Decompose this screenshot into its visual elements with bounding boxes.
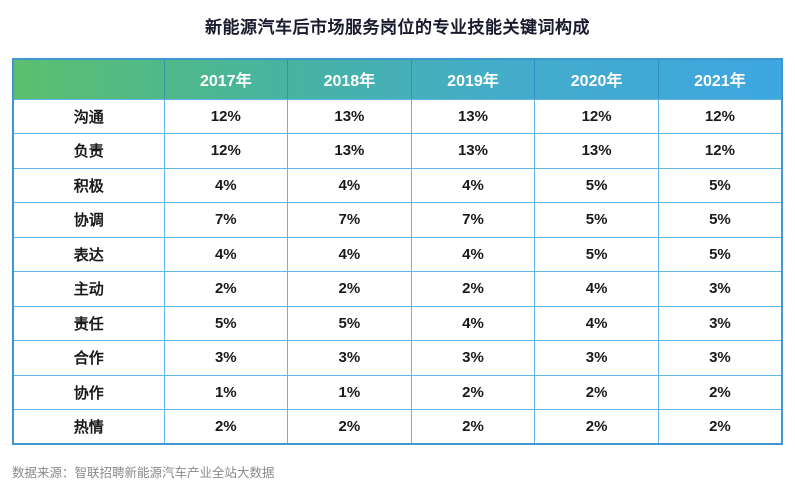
percentage-cell: 4% — [534, 305, 659, 341]
percentage-cell: 4% — [163, 236, 289, 272]
percentage-cell: 4% — [410, 305, 536, 341]
table-row: 合作 3% 3% 3% 3% 3% — [12, 340, 783, 376]
year-column-header: 2018年 — [287, 59, 412, 99]
page-title: 新能源汽车后市场服务岗位的专业技能关键词构成 — [205, 18, 590, 37]
table-row: 协作 1% 1% 2% 2% 2% — [12, 374, 783, 410]
percentage-cell: 12% — [657, 98, 783, 134]
percentage-cell: 5% — [287, 305, 412, 341]
keyword-label-cell: 协调 — [12, 202, 165, 238]
data-source-note: 数据来源：智联招聘新能源汽车产业全站大数据 — [12, 466, 275, 480]
table-row: 责任 5% 5% 4% 4% 3% — [12, 305, 783, 341]
percentage-cell: 3% — [657, 271, 783, 307]
percentage-cell: 13% — [287, 133, 412, 169]
percentage-cell: 3% — [657, 340, 783, 376]
percentage-cell: 2% — [410, 271, 536, 307]
percentage-cell: 13% — [287, 98, 412, 134]
table-row: 表达 4% 4% 4% 5% 5% — [12, 236, 783, 272]
table-row: 协调 7% 7% 7% 5% 5% — [12, 202, 783, 238]
percentage-cell: 2% — [410, 374, 536, 410]
table-header-row: 2017年 2018年 2019年 2020年 2021年 — [13, 59, 782, 99]
percentage-cell: 12% — [657, 133, 783, 169]
percentage-cell: 4% — [287, 236, 412, 272]
percentage-cell: 13% — [410, 98, 536, 134]
keyword-label-cell: 主动 — [12, 271, 165, 307]
skills-keyword-table: 2017年 2018年 2019年 2020年 2021年 沟通 12% 13% 13% 12%… — [12, 58, 783, 445]
percentage-cell: 12% — [163, 133, 289, 169]
table-row: 负责 12% 13% 13% 13% 12% — [12, 133, 783, 169]
percentage-cell: 3% — [163, 340, 289, 376]
keyword-label-cell: 表达 — [12, 236, 165, 272]
keyword-label-cell: 负责 — [12, 133, 165, 169]
table-body: 沟通 12% 13% 13% 12% 12% 负责 12% 13% 13% 13% 12% 积极 4% 4%… — [12, 98, 783, 445]
percentage-cell: 2% — [287, 409, 412, 445]
table-row: 积极 4% 4% 4% 5% 5% — [12, 167, 783, 203]
percentage-cell: 1% — [163, 374, 289, 410]
percentage-cell: 5% — [534, 167, 659, 203]
percentage-cell: 2% — [410, 409, 536, 445]
percentage-cell: 12% — [534, 98, 659, 134]
percentage-cell: 3% — [534, 340, 659, 376]
percentage-cell: 3% — [410, 340, 536, 376]
corner-blank-cell — [13, 59, 164, 99]
percentage-cell: 5% — [657, 236, 783, 272]
percentage-cell: 3% — [287, 340, 412, 376]
percentage-cell: 2% — [287, 271, 412, 307]
percentage-cell: 2% — [534, 374, 659, 410]
percentage-cell: 2% — [163, 271, 289, 307]
percentage-cell: 13% — [410, 133, 536, 169]
year-column-header: 2020年 — [534, 59, 659, 99]
keyword-label-cell: 热情 — [12, 409, 165, 445]
percentage-cell: 2% — [657, 374, 783, 410]
percentage-cell: 4% — [410, 236, 536, 272]
percentage-cell: 13% — [534, 133, 659, 169]
percentage-cell: 2% — [163, 409, 289, 445]
table-header: 2017年 2018年 2019年 2020年 2021年 — [13, 59, 782, 99]
table-row: 热情 2% 2% 2% 2% 2% — [12, 409, 783, 445]
table-row: 主动 2% 2% 2% 4% 3% — [12, 271, 783, 307]
percentage-cell: 5% — [534, 236, 659, 272]
percentage-cell: 7% — [287, 202, 412, 238]
year-column-header: 2021年 — [657, 59, 782, 99]
percentage-cell: 5% — [163, 305, 289, 341]
percentage-cell: 3% — [657, 305, 783, 341]
percentage-cell: 7% — [410, 202, 536, 238]
percentage-cell: 4% — [410, 167, 536, 203]
percentage-cell: 5% — [657, 167, 783, 203]
year-column-header: 2017年 — [163, 59, 288, 99]
percentage-cell: 2% — [657, 409, 783, 445]
percentage-cell: 4% — [287, 167, 412, 203]
table-row: 沟通 12% 13% 13% 12% 12% — [12, 98, 783, 134]
keyword-label-cell: 沟通 — [12, 98, 165, 134]
keyword-label-cell: 协作 — [12, 374, 165, 410]
percentage-cell: 5% — [657, 202, 783, 238]
year-column-header: 2019年 — [410, 59, 535, 99]
percentage-cell: 4% — [534, 271, 659, 307]
percentage-cell: 7% — [163, 202, 289, 238]
percentage-cell: 2% — [534, 409, 659, 445]
keyword-label-cell: 责任 — [12, 305, 165, 341]
keyword-label-cell: 积极 — [12, 167, 165, 203]
keyword-label-cell: 合作 — [12, 340, 165, 376]
percentage-cell: 4% — [163, 167, 289, 203]
percentage-cell: 1% — [287, 374, 412, 410]
percentage-cell: 12% — [163, 98, 289, 134]
percentage-cell: 5% — [534, 202, 659, 238]
